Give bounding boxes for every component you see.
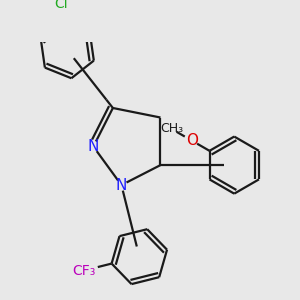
Text: N: N xyxy=(88,139,99,154)
Text: N: N xyxy=(116,178,127,193)
Text: O: O xyxy=(186,133,198,148)
Text: CF₃: CF₃ xyxy=(72,263,96,278)
Text: Cl: Cl xyxy=(54,0,68,11)
Text: CH₃: CH₃ xyxy=(160,122,183,135)
